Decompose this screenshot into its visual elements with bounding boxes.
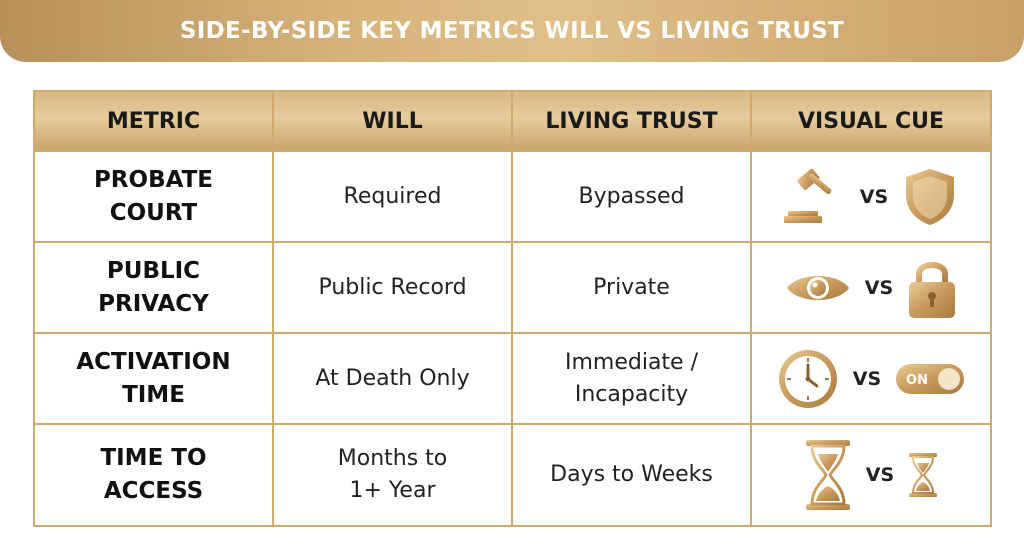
column-header-visual-cue: VISUAL CUE [750,90,992,152]
will-value: Required [343,183,442,209]
gavel-icon [783,168,846,225]
table-row: ACTIVATION TIME At Death Only Immediate … [33,332,992,426]
will-cell: Months to 1+ Year [272,423,513,527]
metric-cell: PROBATE COURT [33,149,274,244]
metrics-table: METRIC WILL LIVING TRUST VISUAL CUE PROB… [33,90,992,527]
toggle-on-icon: ON [895,363,965,395]
table-row: PROBATE COURT Required Bypassed [33,149,992,244]
will-value: Months to [337,446,448,472]
metric-line: PRIVACY [98,290,209,317]
column-header-metric: METRIC [33,90,274,152]
page-title: SIDE-BY-SIDE KEY METRICS WILL VS LIVING … [179,18,845,44]
will-value: At Death Only [315,365,470,391]
metric-line: TIME [122,381,185,408]
trust-cell: Bypassed [511,149,752,244]
eye-icon [785,268,851,308]
visual-cue-cell: VS ON [750,332,992,426]
metric-line: ACCESS [103,478,204,505]
trust-cell: Immediate / Incapacity [511,332,752,426]
vs-label: VS [859,185,889,208]
shield-icon [902,167,958,227]
clock-icon [777,348,839,410]
trust-cell: Days to Weeks [511,423,752,527]
visual-cue-cell: VS [750,149,992,244]
vs-label: VS [865,464,895,487]
will-cell: At Death Only [272,332,513,426]
padlock-icon [907,256,957,320]
trust-value: Private [593,274,670,300]
vs-label: VS [864,276,894,299]
hourglass-large-icon [804,438,852,512]
trust-cell: Private [511,241,752,335]
column-header-will: WILL [272,90,513,152]
metric-line: PROBATE [93,166,214,193]
metric-line: TIME TO [100,445,207,472]
hourglass-small-icon [908,452,938,498]
will-cell: Required [272,149,513,244]
metric-line: ACTIVATION [76,348,231,375]
table-row: TIME TO ACCESS Months to 1+ Year Days to… [33,423,992,527]
metric-line: COURT [109,199,198,226]
metric-cell: ACTIVATION TIME [33,332,274,426]
vs-label: VS [852,367,882,390]
will-cell: Public Record [272,241,513,335]
toggle-label: ON [906,373,928,388]
trust-value: Incapacity [574,381,689,407]
table-row: PUBLIC PRIVACY Public Record Private [33,241,992,335]
column-header-living-trust: LIVING TRUST [511,90,752,152]
table-header-row: METRIC WILL LIVING TRUST VISUAL CUE [33,90,992,152]
metric-cell: PUBLIC PRIVACY [33,241,274,335]
visual-cue-cell: VS [750,423,992,527]
will-value: 1+ Year [349,478,436,504]
metric-line: PUBLIC [106,257,201,284]
trust-value: Immediate / [564,349,698,375]
metric-cell: TIME TO ACCESS [33,423,274,527]
trust-value: Days to Weeks [550,462,713,488]
title-banner: SIDE-BY-SIDE KEY METRICS WILL VS LIVING … [0,0,1024,62]
trust-value: Bypassed [578,183,685,209]
will-value: Public Record [318,274,467,300]
visual-cue-cell: VS [750,241,992,335]
